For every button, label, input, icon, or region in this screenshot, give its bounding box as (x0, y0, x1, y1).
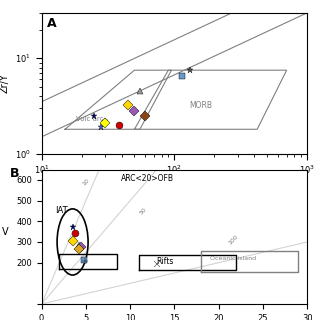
Y-axis label: Zr/Y: Zr/Y (0, 73, 10, 93)
Text: Oceanic island: Oceanic island (210, 256, 256, 260)
Text: Volc arc: Volc arc (76, 116, 103, 122)
Text: ARC<20>OFB: ARC<20>OFB (121, 174, 174, 183)
Text: 100: 100 (228, 234, 239, 246)
Y-axis label: V: V (2, 227, 8, 237)
Text: Rifts: Rifts (157, 257, 174, 266)
Text: A: A (47, 17, 57, 30)
Text: MORB: MORB (189, 101, 212, 110)
Text: IAT: IAT (55, 206, 68, 215)
Text: B: B (10, 167, 19, 180)
Text: 10: 10 (81, 178, 91, 187)
X-axis label: Zr: Zr (168, 182, 180, 192)
Text: 50: 50 (139, 207, 148, 216)
